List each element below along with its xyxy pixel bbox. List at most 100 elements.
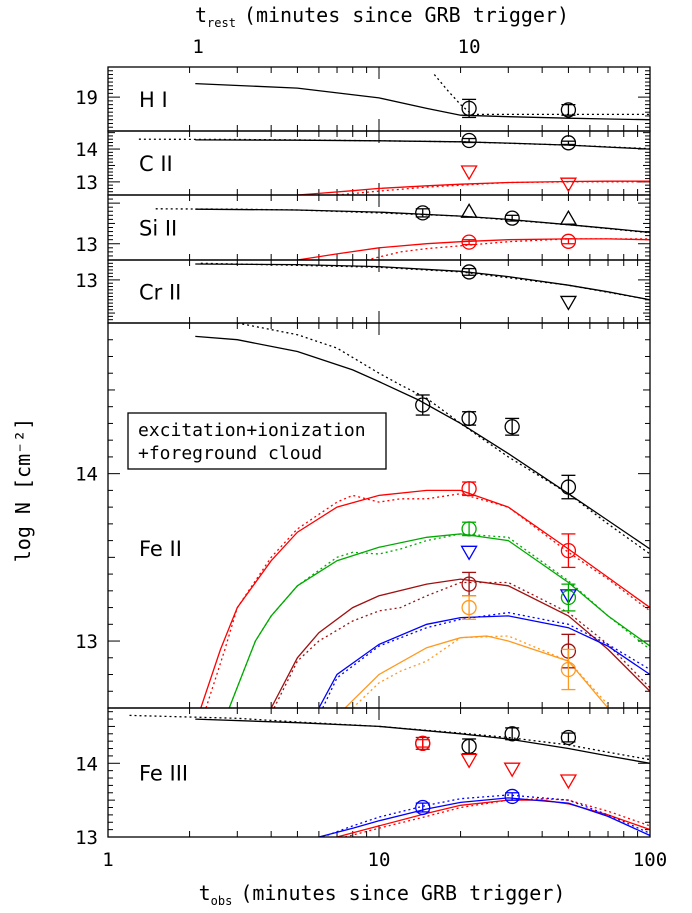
top-axis-title: trest (minutes since GRB trigger) (195, 3, 569, 30)
series-fe-ii-blue-dotted (322, 611, 650, 708)
curves-fe-ii (195, 323, 650, 708)
data-point-fe-ii (560, 661, 577, 678)
y-tick-label-fe-iii: 13 (75, 827, 98, 849)
data-point-fe-ii (504, 419, 520, 435)
top-axis-title-main: t (195, 3, 207, 27)
curves-fe-iii (129, 714, 650, 837)
bottom-axis-title-sub: obs (211, 894, 233, 908)
y-tick-label-h-i: 19 (75, 87, 98, 109)
series-fe-ii-darkred-dotted (273, 581, 650, 708)
panel-label-fe-iii: Fe III (139, 762, 188, 786)
series-si-ii-black-dotted (155, 208, 650, 234)
series-fe-iii-blue-solid (318, 797, 650, 837)
y-tick-label-c-ii: 13 (75, 172, 98, 194)
series-fe-iii-red-solid (336, 799, 650, 837)
series-fe-ii-blue-solid (318, 615, 650, 708)
upper-limit-c-ii (559, 177, 578, 193)
series-cr-ii-black-solid (195, 263, 650, 301)
curves-h-i (195, 74, 650, 121)
series-fe-ii-darkred-solid (270, 578, 650, 708)
x-tick-label: 100 (633, 849, 667, 871)
x-tick-label: 1 (102, 849, 113, 871)
data-point-c-ii (461, 132, 477, 149)
curves-cr-ii (195, 262, 650, 311)
lower-limit-si-ii (559, 209, 578, 225)
series-c-ii-black-dotted (138, 138, 650, 150)
bottom-axis-title-rest: (minutes since GRB trigger) (240, 881, 565, 905)
x-tick-label: 10 (368, 849, 391, 871)
upper-limit-c-ii (460, 165, 478, 181)
data-point-fe-iii (415, 799, 431, 816)
data-point-si-ii (504, 210, 520, 226)
series-fe-iii-red-dotted (344, 798, 650, 837)
series-c-ii-red-solid (297, 180, 650, 195)
upper-limit-cr-ii (559, 295, 578, 311)
data-point-fe-ii (560, 479, 577, 495)
series-c-ii-red-dotted (336, 181, 650, 195)
data-point-fe-iii (504, 726, 520, 742)
series-fe-ii-orange-solid (344, 635, 609, 708)
bottom-axis-title-main: t (199, 881, 211, 905)
data-point-fe-ii (560, 589, 577, 606)
panel-label-si-ii: Si II (139, 217, 177, 241)
panel-h-i: 19 H I (75, 66, 651, 132)
data-point-fe-iii (415, 735, 431, 752)
y-tick-label-si-ii: 13 (75, 234, 98, 256)
y-tick-label-fe-ii: 13 (75, 631, 98, 653)
upper-limit-fe-ii (460, 545, 478, 561)
series-fe-ii-black-dotted (237, 323, 650, 555)
panel-label-h-i: H I (139, 88, 168, 112)
y-tick-label-cr-ii: 13 (75, 270, 98, 292)
panels: 19 H I 13 14 C II 13 Si II 13 Cr II 13 14 Fe II 13 14… (75, 36, 667, 871)
data-point-fe-ii (461, 481, 477, 497)
series-fe-iii-black-dotted (129, 714, 650, 761)
curves-c-ii (138, 132, 650, 195)
data-point-cr-ii (461, 264, 477, 280)
data-point-fe-ii (560, 543, 577, 559)
series-cr-ii-black-dotted (200, 262, 650, 301)
data-point-fe-iii (560, 729, 577, 746)
y-axis-title: log N [cm⁻²] (11, 418, 35, 563)
panel-frame-fe-iii (107, 707, 651, 838)
upper-limit-fe-iii (503, 762, 521, 778)
curves-si-ii (155, 202, 650, 260)
annotation-box: excitation+ionization +foreground cloud (127, 412, 387, 470)
data-point-fe-ii (461, 599, 477, 616)
data-point-fe-ii (415, 397, 431, 413)
data-point-si-ii (461, 234, 477, 250)
data-point-fe-ii (461, 576, 477, 592)
top-axis-title-rest: (minutes since GRB trigger) (244, 3, 569, 27)
series-fe-ii-red-solid (200, 489, 650, 708)
data-point-fe-ii (461, 410, 477, 427)
annotation-line-2: +foreground cloud (138, 443, 322, 464)
series-si-ii-red-solid (297, 238, 650, 260)
series-h-i-black-dotted (433, 74, 650, 116)
panel-cr-ii: 13 Cr II (75, 259, 651, 324)
series-h-i-black-solid (195, 82, 650, 121)
series-fe-ii-green-dotted (228, 533, 650, 708)
upper-limit-fe-iii (460, 753, 478, 769)
data-point-fe-iii (504, 788, 520, 805)
data-point-fe-iii (461, 738, 477, 754)
panel-fe-ii: 13 14 Fe II (75, 322, 651, 709)
data-point-fe-ii (461, 521, 477, 537)
data-point-si-ii (415, 205, 431, 221)
top-tick-label: 10 (458, 36, 481, 58)
data-point-c-ii (560, 135, 577, 151)
top-tick-label: 1 (192, 36, 203, 58)
data-point-h-i (560, 102, 577, 118)
y-tick-label-fe-ii: 14 (75, 464, 98, 486)
series-c-ii-black-solid (195, 139, 650, 150)
y-tick-label-fe-iii: 14 (75, 753, 98, 775)
panel-si-ii: 13 Si II (75, 194, 651, 261)
series-fe-ii-red-dotted (205, 493, 650, 708)
data-point-si-ii (560, 233, 577, 249)
panel-label-c-ii: C II (139, 152, 173, 176)
panel-c-ii: 13 14 C II (75, 130, 651, 196)
series-si-ii-red-dotted (366, 238, 650, 260)
series-fe-iii-blue-dotted (322, 794, 650, 837)
top-axis-title-sub: rest (207, 16, 236, 30)
annotation-line-1: excitation+ionization (138, 420, 366, 441)
upper-limit-fe-iii (559, 774, 578, 790)
